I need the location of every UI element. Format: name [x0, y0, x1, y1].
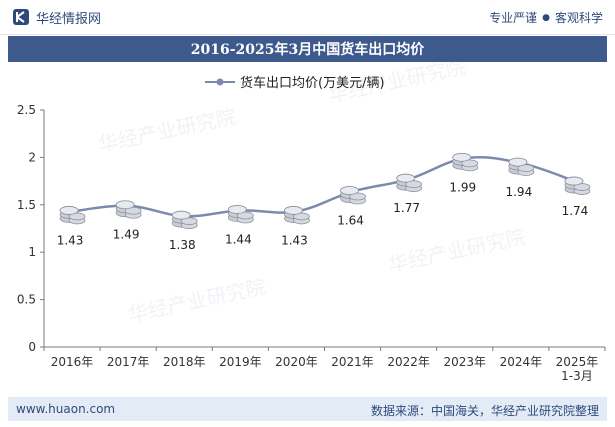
brand-name: 华经情报网 — [36, 11, 102, 27]
x-ticks: 2016年 2017年 2018年 2019年 2020年 2021年 2022年 2023年… — [43, 347, 606, 383]
data-point[interactable]: 1.49 — [113, 200, 142, 242]
data-label: 1.77 — [393, 201, 420, 215]
x-tick-label: 2018年 — [163, 355, 206, 369]
data-label: 1.43 — [57, 233, 84, 247]
x-tick-label: 2024年 — [500, 355, 543, 369]
x-tick-label: 2023年 — [443, 355, 486, 369]
data-point[interactable]: 1.94 — [505, 157, 535, 199]
y-tick-label: 1.5 — [17, 198, 36, 212]
x-tick-label: 2016年 — [51, 355, 94, 369]
data-point[interactable]: 1.38 — [169, 210, 198, 252]
data-label: 1.44 — [225, 232, 252, 246]
x-tick-label: 2022年 — [387, 355, 430, 369]
y-tick-label: 0.5 — [17, 293, 36, 307]
data-point[interactable]: 1.99 — [449, 152, 479, 194]
watermark: 华经产业研究院 — [386, 224, 528, 277]
legend-marker-icon — [216, 78, 224, 86]
data-point[interactable]: 1.74 — [562, 176, 591, 218]
watermark: 华经产业研究院 — [96, 104, 238, 157]
legend-label: 货车出口均价(万美元/辆) — [240, 75, 385, 91]
data-point[interactable]: 1.64 — [337, 186, 366, 228]
x-tick-label: 2020年 — [275, 355, 318, 369]
data-point[interactable]: 1.43 — [57, 206, 86, 247]
data-label: 1.38 — [169, 238, 196, 252]
data-label: 1.49 — [113, 228, 140, 242]
slogan: 专业严谨 ● 客观科学 — [489, 9, 603, 26]
watermark-group: 华经产业研究院 华经产业研究院 华经产业研究院 华经产业研究院 — [96, 54, 528, 327]
data-point[interactable]: 1.44 — [225, 205, 254, 246]
y-tick-label: 0 — [28, 340, 36, 354]
x-tick-label: 2019年 — [219, 355, 262, 369]
series-line — [71, 156, 578, 218]
slogan-right: 客观科学 — [554, 11, 603, 25]
data-label: 1.64 — [337, 214, 364, 228]
brand-logo-icon — [13, 9, 29, 25]
line-chart: 华经产业研究院 华经产业研究院 华经产业研究院 华经产业研究院 货车出口均价(万… — [17, 54, 606, 383]
data-label: 1.99 — [449, 180, 476, 194]
y-tick-label: 1 — [28, 245, 36, 259]
y-ticks: 0 0.5 1 1.5 2 2.5 — [17, 103, 44, 354]
y-tick-label: 2.5 — [17, 103, 36, 117]
data-point[interactable]: 1.43 — [281, 206, 310, 247]
x-tick-label: 2021年 — [331, 355, 374, 369]
data-label: 1.43 — [281, 233, 308, 247]
data-label: 1.74 — [562, 204, 589, 218]
watermark: 华经产业研究院 — [126, 274, 268, 327]
chart-title: 2016-2025年3月中国货车出口均价 — [8, 36, 607, 62]
footer: www.huaon.com 数据来源：中国海关，华经产业研究院整理 — [8, 397, 607, 421]
y-tick-label: 2 — [28, 150, 36, 164]
brand[interactable]: 华经情报网 — [12, 7, 101, 27]
x-tick-label: 2017年 — [107, 355, 150, 369]
series: 1.43 1.49 1.38 1.44 1.43 1.64 1.77 1.99 1.94 1.74 — [57, 152, 591, 252]
chart-area: 华经产业研究院 华经产业研究院 华经产业研究院 华经产业研究院 货车出口均价(万… — [0, 54, 615, 397]
top-bar: 华经情报网 专业严谨 ● 客观科学 — [0, 0, 615, 35]
bullet-icon: ● — [542, 12, 550, 23]
footer-url[interactable]: www.huaon.com — [16, 402, 116, 416]
data-point[interactable]: 1.77 — [393, 173, 423, 215]
footer-source: 数据来源：中国海关，华经产业研究院整理 — [370, 404, 599, 418]
x-tick-label: 2025年 1-3月 — [556, 355, 599, 383]
legend: 货车出口均价(万美元/辆) — [205, 75, 385, 91]
slogan-left: 专业严谨 — [489, 11, 538, 25]
data-label: 1.94 — [505, 185, 532, 199]
